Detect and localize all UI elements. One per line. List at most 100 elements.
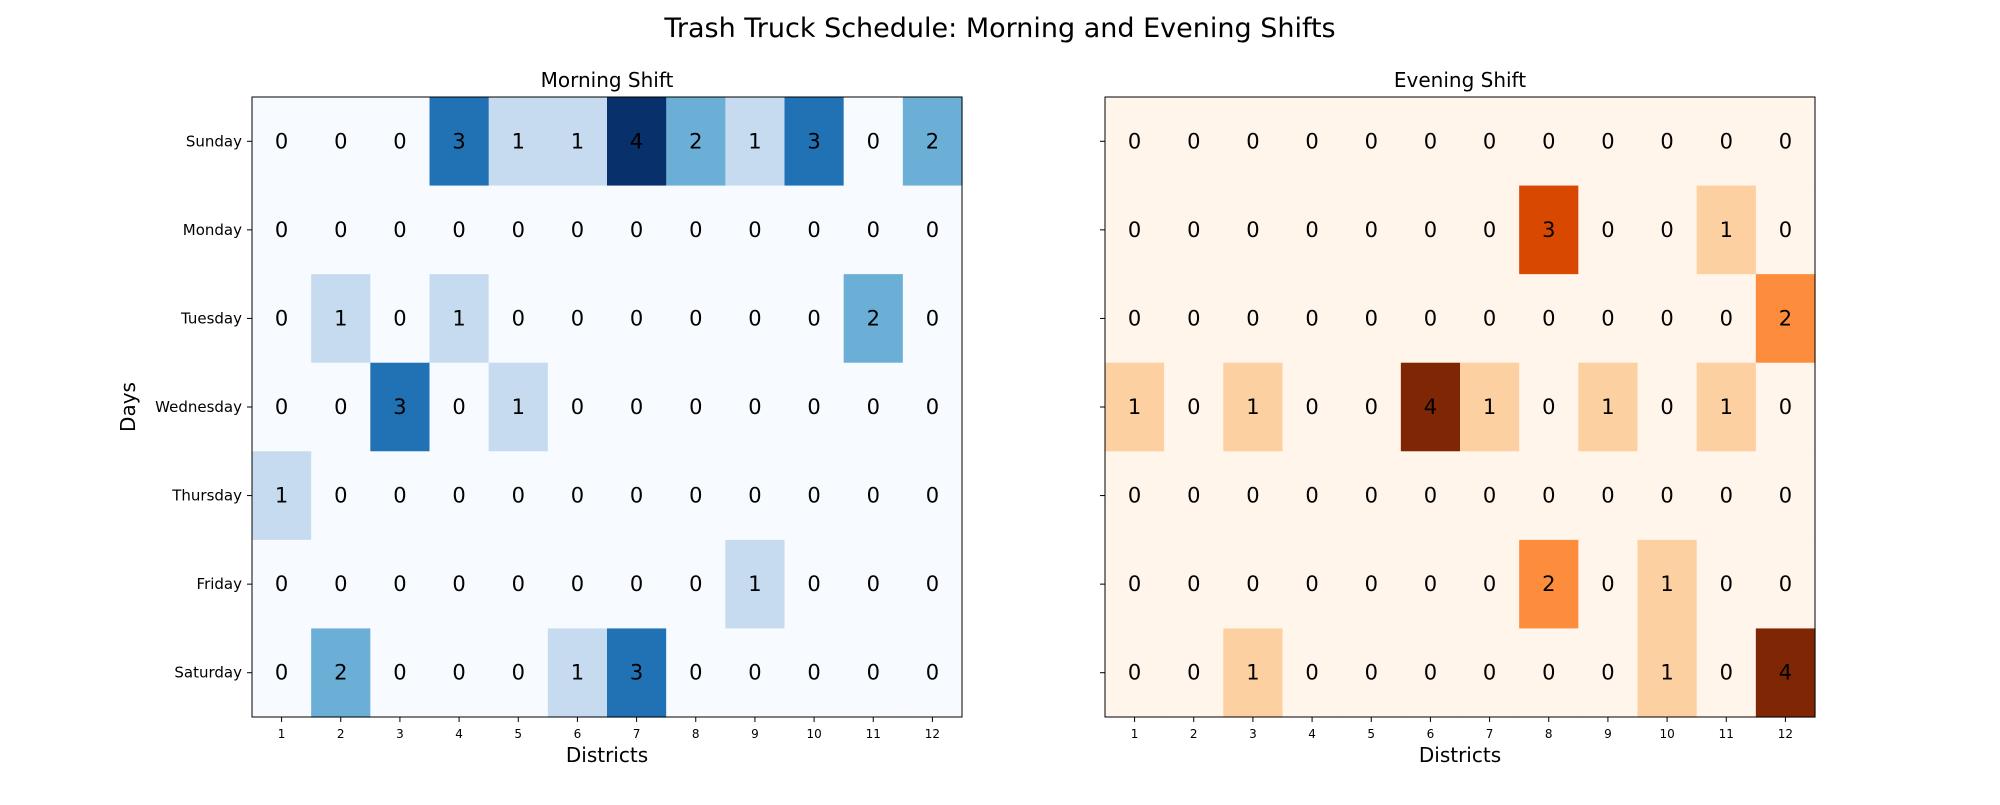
chart-title: Trash Truck Schedule: Morning and Evenin… — [663, 13, 1335, 44]
cell-value-label: 0 — [689, 306, 702, 330]
cell-value-label: 0 — [1601, 306, 1614, 330]
heatmap-cell — [547, 628, 608, 718]
x-tick-label: 7 — [633, 727, 641, 741]
cell-value-label: 0 — [1365, 484, 1378, 508]
cell-value-label: 0 — [1187, 129, 1200, 153]
cell-value-label: 0 — [1779, 129, 1792, 153]
heatmap-cell — [1105, 97, 1165, 187]
cell-value-label: 0 — [630, 572, 643, 596]
cell-value-label: 0 — [1305, 218, 1318, 242]
cell-value-label: 2 — [1779, 306, 1792, 330]
cell-value-label: 0 — [1542, 484, 1555, 508]
heatmap-cell — [311, 628, 371, 718]
heatmap-cell — [1755, 539, 1816, 630]
heatmap-cell — [488, 539, 549, 630]
cell-value-label: 1 — [1720, 395, 1733, 419]
cell-value-label: 0 — [689, 218, 702, 242]
x-tick-label: 3 — [1249, 727, 1257, 741]
cell-value-label: 0 — [512, 218, 525, 242]
heatmap-cell — [1519, 185, 1579, 275]
cell-value-label: 3 — [807, 129, 820, 153]
heatmap-cell — [1637, 451, 1698, 541]
heatmap-cell — [1696, 539, 1757, 630]
heatmap-cell — [666, 274, 726, 364]
cell-value-label: 0 — [1305, 661, 1318, 685]
cell-value-label: 0 — [1660, 484, 1673, 508]
heatmap-cell — [311, 362, 371, 452]
heatmap-cell — [1164, 628, 1224, 718]
y-tick-label: Saturday — [174, 664, 242, 682]
heatmap-cell — [1696, 362, 1757, 452]
heatmap-cell — [1282, 185, 1343, 275]
heatmap-cell — [784, 274, 845, 364]
heatmap-cell — [1519, 451, 1579, 541]
heatmap-cell — [370, 97, 431, 187]
heatmap-cell — [370, 274, 431, 364]
cell-value-label: 0 — [275, 572, 288, 596]
cell-value-label: 0 — [334, 572, 347, 596]
cell-value-label: 0 — [926, 306, 939, 330]
panel-title: Evening Shift — [1394, 68, 1526, 92]
cell-value-label: 0 — [571, 572, 584, 596]
heatmap-cell — [902, 97, 963, 187]
heatmap-cell — [843, 539, 904, 630]
heatmap-cell — [784, 185, 845, 275]
cell-value-label: 3 — [393, 395, 406, 419]
cell-value-label: 0 — [867, 129, 880, 153]
heatmap-cell — [1696, 451, 1757, 541]
cell-value-label: 1 — [512, 129, 525, 153]
cell-value-label: 0 — [452, 484, 465, 508]
x-tick-label: 6 — [574, 727, 582, 741]
x-tick-label: 9 — [1604, 727, 1612, 741]
cell-value-label: 0 — [926, 395, 939, 419]
cell-value-label: 1 — [1128, 395, 1141, 419]
cell-value-label: 0 — [1779, 395, 1792, 419]
heatmap-cell — [547, 451, 608, 541]
y-tick-label: Sunday — [186, 132, 242, 150]
cell-value-label: 0 — [1305, 306, 1318, 330]
heatmap-cell — [607, 451, 667, 541]
cell-value-label: 0 — [630, 218, 643, 242]
heatmap-cell — [488, 185, 549, 275]
heatmap-cell — [1755, 97, 1816, 187]
heatmap-cell — [843, 274, 904, 364]
cell-value-label: 0 — [867, 484, 880, 508]
heatmap-cell — [725, 451, 786, 541]
cell-value-label: 0 — [275, 395, 288, 419]
heatmap-cell — [843, 451, 904, 541]
x-tick-label: 2 — [1190, 727, 1198, 741]
heatmap-cell — [843, 185, 904, 275]
cell-value-label: 0 — [1660, 395, 1673, 419]
cell-value-label: 0 — [1720, 306, 1733, 330]
cell-value-label: 0 — [275, 306, 288, 330]
cell-value-label: 0 — [807, 306, 820, 330]
heatmap-cell — [666, 185, 726, 275]
heatmap-cell — [1223, 362, 1284, 452]
cell-value-label: 0 — [1365, 306, 1378, 330]
cell-value-label: 1 — [748, 129, 761, 153]
cell-value-label: 0 — [1720, 484, 1733, 508]
heatmap-cell — [1105, 451, 1165, 541]
cell-value-label: 0 — [334, 484, 347, 508]
x-tick-label: 11 — [866, 727, 881, 741]
heatmap-cell — [843, 97, 904, 187]
cell-value-label: 0 — [1542, 129, 1555, 153]
cell-value-label: 0 — [926, 484, 939, 508]
heatmap-cell — [1460, 362, 1520, 452]
heatmap-cell — [1223, 539, 1284, 630]
heatmap-cell — [1282, 97, 1343, 187]
heatmap-cell — [370, 628, 431, 718]
heatmap-cell — [725, 185, 786, 275]
cell-value-label: 0 — [1483, 484, 1496, 508]
heatmap-cell — [311, 97, 371, 187]
cell-value-label: 0 — [1424, 484, 1437, 508]
heatmap-cell — [1341, 362, 1402, 452]
heatmap-cell — [1400, 628, 1461, 718]
heatmap-cell — [1755, 362, 1816, 452]
heatmap-cell — [784, 539, 845, 630]
x-axis-label: Districts — [566, 743, 648, 767]
x-tick-label: 5 — [1367, 727, 1375, 741]
cell-value-label: 0 — [1720, 572, 1733, 596]
heatmap-cell — [1400, 539, 1461, 630]
cell-value-label: 0 — [867, 661, 880, 685]
